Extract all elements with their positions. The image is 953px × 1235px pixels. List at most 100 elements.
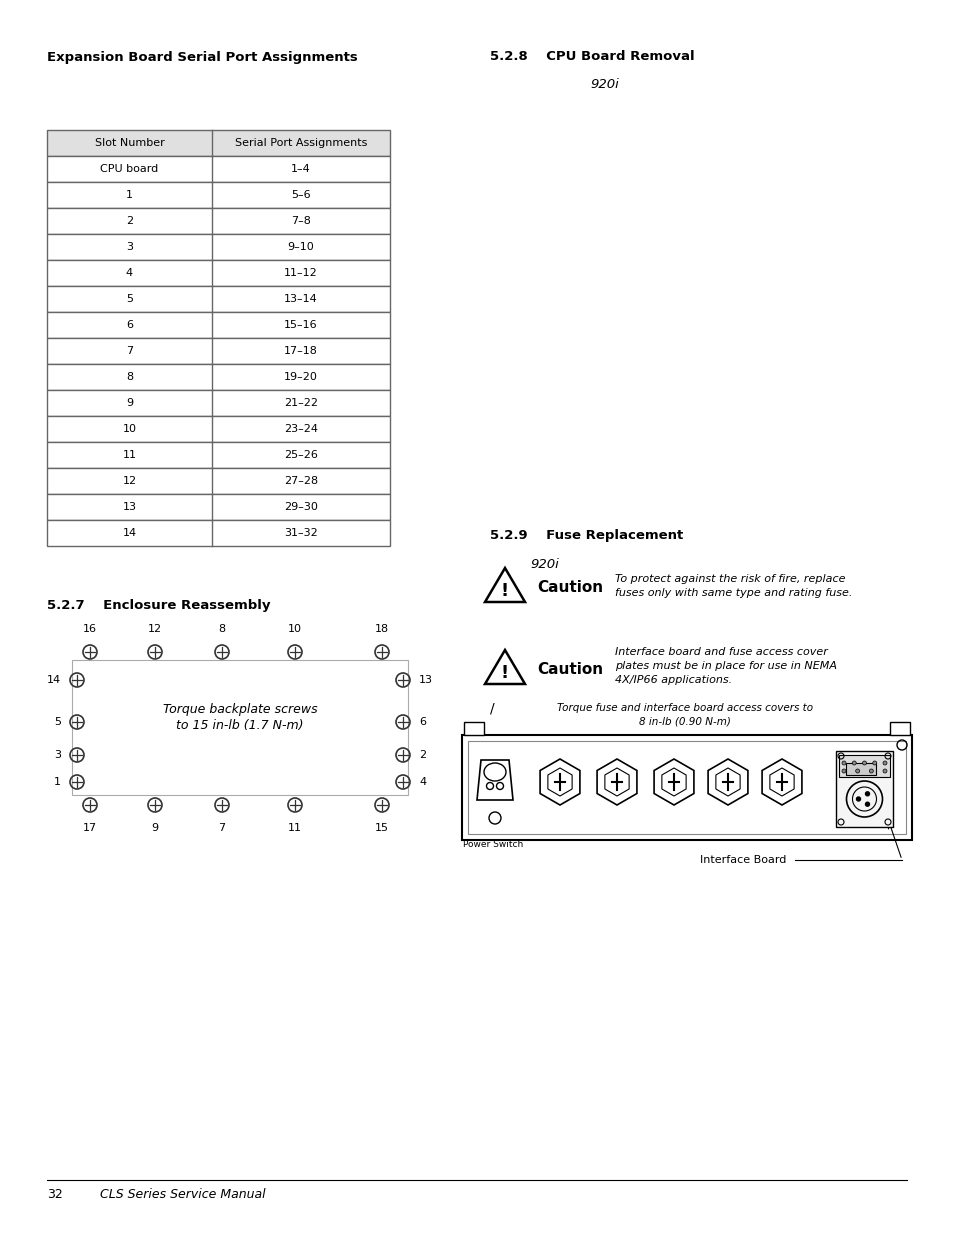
- Text: Serial Port Assignments: Serial Port Assignments: [234, 138, 367, 148]
- Text: 5.2.9    Fuse Replacement: 5.2.9 Fuse Replacement: [490, 529, 682, 541]
- Bar: [47, 312, 390, 338]
- Text: 21–22: 21–22: [284, 398, 317, 408]
- Bar: [47, 494, 390, 520]
- Text: 25–26: 25–26: [284, 450, 317, 459]
- Text: 18: 18: [375, 624, 389, 634]
- Text: 1–4: 1–4: [291, 164, 311, 174]
- Text: 920i: 920i: [589, 79, 618, 91]
- Text: 32: 32: [47, 1188, 63, 1202]
- Text: Torque fuse and interface board access covers to
8 in-lb (0.90 N-m): Torque fuse and interface board access c…: [557, 703, 812, 727]
- Text: 4: 4: [418, 777, 426, 787]
- Circle shape: [851, 761, 856, 764]
- Text: 9–10: 9–10: [287, 242, 314, 252]
- Text: 19–20: 19–20: [284, 372, 317, 382]
- Text: 7–8: 7–8: [291, 216, 311, 226]
- Text: 13: 13: [122, 501, 136, 513]
- Text: 5–6: 5–6: [291, 190, 311, 200]
- Text: 5.2.7    Enclosure Reassembly: 5.2.7 Enclosure Reassembly: [47, 599, 271, 611]
- Text: 15: 15: [375, 823, 389, 832]
- Text: Interface Board: Interface Board: [700, 855, 785, 864]
- Text: 9: 9: [152, 823, 158, 832]
- Text: 29–30: 29–30: [284, 501, 317, 513]
- Bar: [845, 763, 875, 776]
- Bar: [47, 390, 390, 416]
- Text: /: /: [490, 701, 494, 715]
- Bar: [47, 233, 390, 261]
- Text: 6: 6: [418, 718, 426, 727]
- Bar: [47, 261, 390, 287]
- Text: 5.2.8    CPU Board Removal: 5.2.8 CPU Board Removal: [490, 51, 694, 63]
- Bar: [47, 207, 390, 233]
- Text: 1: 1: [54, 777, 61, 787]
- Circle shape: [872, 761, 876, 764]
- Text: 5: 5: [126, 294, 132, 304]
- Text: 3: 3: [54, 750, 61, 760]
- Text: 31–32: 31–32: [284, 529, 317, 538]
- Text: 2: 2: [126, 216, 132, 226]
- Bar: [47, 287, 390, 312]
- Text: 9: 9: [126, 398, 132, 408]
- Circle shape: [864, 792, 868, 795]
- Bar: [47, 130, 390, 156]
- Text: 16: 16: [83, 624, 97, 634]
- Bar: [47, 182, 390, 207]
- Bar: [47, 156, 390, 182]
- Text: 14: 14: [47, 676, 61, 685]
- Bar: [463, 722, 483, 735]
- Bar: [889, 722, 909, 735]
- Text: 11: 11: [122, 450, 136, 459]
- Text: Power Switch: Power Switch: [462, 840, 522, 848]
- Text: Expansion Board Serial Port Assignments: Expansion Board Serial Port Assignments: [47, 51, 357, 63]
- Text: 5: 5: [54, 718, 61, 727]
- Bar: [838, 755, 889, 777]
- Text: 11: 11: [288, 823, 302, 832]
- Bar: [47, 364, 390, 390]
- Text: 2: 2: [418, 750, 426, 760]
- Bar: [71, 659, 408, 795]
- Text: 13–14: 13–14: [284, 294, 317, 304]
- Text: 7: 7: [126, 346, 132, 356]
- Text: Torque backplate screws
to 15 in-lb (1.7 N-m): Torque backplate screws to 15 in-lb (1.7…: [163, 704, 317, 731]
- Bar: [47, 416, 390, 442]
- Bar: [461, 735, 911, 840]
- Text: 12: 12: [148, 624, 162, 634]
- Text: 10: 10: [288, 624, 302, 634]
- Text: Caution: Caution: [537, 580, 602, 595]
- Text: 8: 8: [218, 624, 225, 634]
- Circle shape: [841, 761, 845, 764]
- Circle shape: [882, 769, 886, 773]
- Circle shape: [841, 769, 845, 773]
- Bar: [468, 741, 905, 834]
- Text: Caution: Caution: [537, 662, 602, 678]
- Text: 27–28: 27–28: [284, 475, 317, 487]
- Circle shape: [864, 803, 868, 806]
- Text: Interface board and fuse access cover
plates must be in place for use in NEMA
4X: Interface board and fuse access cover pl…: [615, 647, 836, 685]
- Text: CPU board: CPU board: [100, 164, 158, 174]
- Text: 8: 8: [126, 372, 132, 382]
- Text: 13: 13: [418, 676, 433, 685]
- Text: 17: 17: [83, 823, 97, 832]
- Bar: [47, 338, 390, 364]
- Text: 17–18: 17–18: [284, 346, 317, 356]
- Circle shape: [882, 761, 886, 764]
- Bar: [47, 520, 390, 546]
- Text: 14: 14: [122, 529, 136, 538]
- Bar: [835, 751, 892, 827]
- Bar: [47, 442, 390, 468]
- Text: Slot Number: Slot Number: [94, 138, 164, 148]
- Circle shape: [868, 769, 872, 773]
- Text: 10: 10: [122, 424, 136, 433]
- Text: !: !: [500, 582, 509, 600]
- Text: To protect against the risk of fire, replace
fuses only with same type and ratin: To protect against the risk of fire, rep…: [615, 574, 851, 598]
- Text: 12: 12: [122, 475, 136, 487]
- Circle shape: [856, 797, 860, 802]
- Circle shape: [855, 769, 859, 773]
- Text: 23–24: 23–24: [284, 424, 317, 433]
- Text: 4: 4: [126, 268, 132, 278]
- Text: 920i: 920i: [530, 558, 558, 572]
- Text: 15–16: 15–16: [284, 320, 317, 330]
- Circle shape: [862, 761, 865, 764]
- Text: 7: 7: [218, 823, 225, 832]
- Text: 3: 3: [126, 242, 132, 252]
- Text: 11–12: 11–12: [284, 268, 317, 278]
